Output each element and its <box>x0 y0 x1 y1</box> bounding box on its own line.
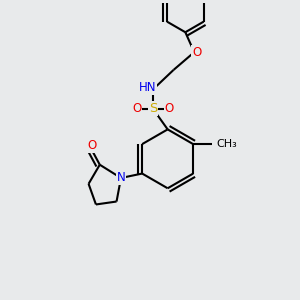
Text: S: S <box>149 102 157 115</box>
Text: N: N <box>117 172 125 184</box>
Text: O: O <box>87 140 96 152</box>
Text: O: O <box>164 102 174 115</box>
Text: O: O <box>192 46 201 59</box>
Text: HN: HN <box>139 81 156 94</box>
Text: O: O <box>132 102 141 115</box>
Text: CH₃: CH₃ <box>217 139 238 149</box>
